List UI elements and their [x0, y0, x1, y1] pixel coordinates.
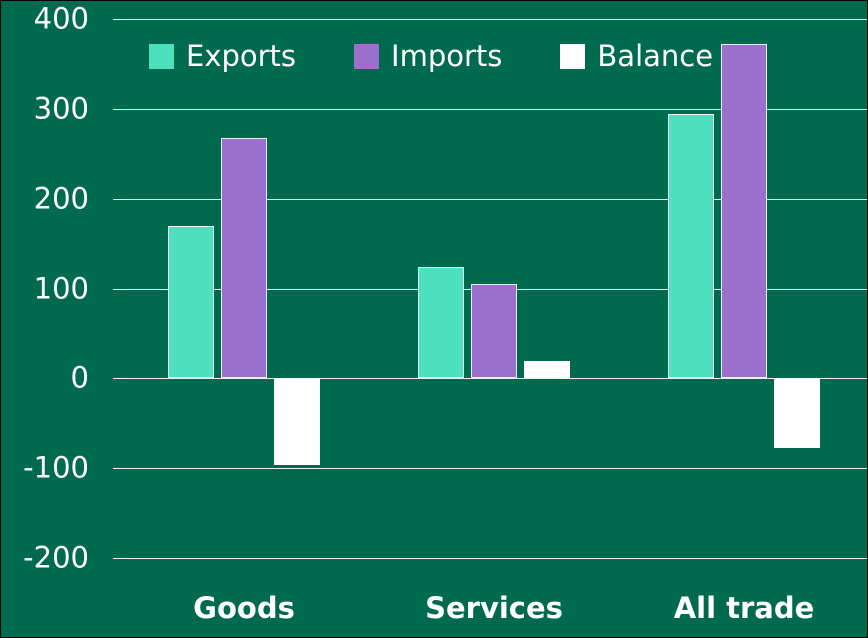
legend-swatch-imports-icon [354, 43, 380, 69]
y-axis-tick-label: 0 [70, 360, 89, 395]
legend-item-balance: Balance [560, 39, 713, 73]
legend-item-imports: Imports [354, 39, 502, 73]
gridline [113, 198, 867, 200]
bar-balance-all-trade [774, 378, 820, 449]
bar-exports-services [418, 266, 464, 379]
bar-imports-services [471, 284, 517, 379]
bar-imports-all-trade [721, 44, 767, 379]
y-axis-tick-label: 100 [33, 271, 89, 305]
legend-swatch-balance-icon [560, 43, 586, 69]
y-axis-tick-label: 200 [33, 181, 89, 216]
chart-legend: Exports Imports Balance [149, 39, 713, 73]
legend-item-exports: Exports [149, 39, 296, 73]
legend-label: Imports [391, 39, 503, 73]
gridline [113, 108, 867, 110]
x-axis-category-label: Goods [193, 591, 295, 625]
bar-exports-goods [168, 225, 214, 379]
bar-imports-goods [221, 138, 267, 379]
bar-balance-services [524, 361, 570, 379]
bar-exports-all-trade [668, 114, 714, 379]
y-axis-tick-label: 300 [33, 91, 89, 126]
x-axis-category-label: All trade [673, 591, 815, 625]
y-axis-tick-label: 400 [33, 1, 89, 36]
gridline [113, 558, 867, 559]
y-axis-tick-label: -200 [23, 540, 89, 575]
legend-swatch-exports-icon [149, 43, 174, 69]
legend-label: Balance [597, 39, 714, 73]
bar-balance-goods [274, 378, 320, 466]
x-axis-category-label: Services [425, 591, 563, 625]
gridline [113, 468, 867, 470]
zero-baseline-gridline [113, 378, 867, 380]
y-axis-tick-label: -100 [23, 450, 89, 485]
gridline [113, 19, 867, 20]
legend-label: Exports [186, 39, 297, 73]
